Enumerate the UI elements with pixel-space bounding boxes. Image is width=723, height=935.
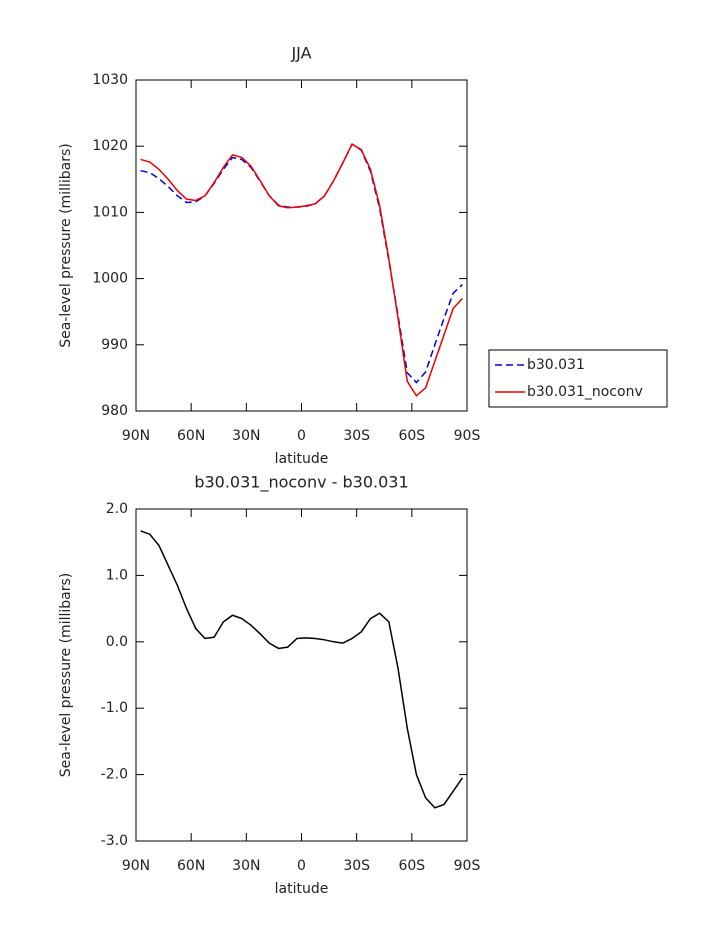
chart-title: JJA xyxy=(290,44,311,63)
x-tick-label: 30N xyxy=(232,858,260,874)
plot-frame xyxy=(135,79,468,412)
chart-title: b30.031_noconv - b30.031 xyxy=(194,473,408,493)
x-tick-label: 60S xyxy=(398,428,425,444)
legend-label: b30.031 xyxy=(527,357,585,373)
x-tick-label: 0 xyxy=(297,428,306,444)
panel: JJA latitude Sea-level pressure (millibars… xyxy=(58,44,668,467)
legend-box xyxy=(488,349,668,408)
y-tick-label: 1010 xyxy=(92,204,128,220)
y-tick-label: -2.0 xyxy=(101,767,128,783)
series-line xyxy=(140,143,463,384)
y-tick-label: 0.0 xyxy=(106,634,128,650)
x-tick-label: 0 xyxy=(297,858,306,874)
y-tick-label: 980 xyxy=(101,403,128,419)
x-tick-label: 90S xyxy=(454,428,481,444)
y-tick-label: 1.0 xyxy=(106,567,128,583)
legend-label: b30.031_noconv xyxy=(527,384,643,400)
x-tick-label: 60N xyxy=(177,858,205,874)
y-axis-label: Sea-level pressure (millibars) xyxy=(58,573,74,777)
plot-frame xyxy=(135,508,468,842)
series-line xyxy=(140,143,463,397)
x-tick-label: 60N xyxy=(177,428,205,444)
y-tick-label: 1000 xyxy=(92,271,128,287)
x-tick-label: 90N xyxy=(122,858,150,874)
x-tick-label: 90N xyxy=(122,428,150,444)
x-tick-label: 30S xyxy=(343,428,370,444)
y-tick-label: -1.0 xyxy=(101,700,128,716)
series-line xyxy=(140,530,464,809)
x-axis-label: latitude xyxy=(275,451,329,467)
x-tick-label: 30N xyxy=(232,428,260,444)
y-axis-label: Sea-level pressure (millibars) xyxy=(58,143,74,347)
x-tick-label: 90S xyxy=(454,858,481,874)
y-tick-label: 1020 xyxy=(92,138,128,154)
y-tick-label: 1030 xyxy=(92,72,128,88)
y-tick-label: 990 xyxy=(101,337,128,353)
x-tick-label: 60S xyxy=(398,858,425,874)
panel: b30.031_noconv - b30.031 latitude Sea-leve… xyxy=(58,473,480,898)
y-tick-label: 2.0 xyxy=(106,501,128,517)
x-axis-label: latitude xyxy=(275,881,329,897)
y-tick-label: -3.0 xyxy=(101,833,128,849)
x-tick-label: 30S xyxy=(343,858,370,874)
